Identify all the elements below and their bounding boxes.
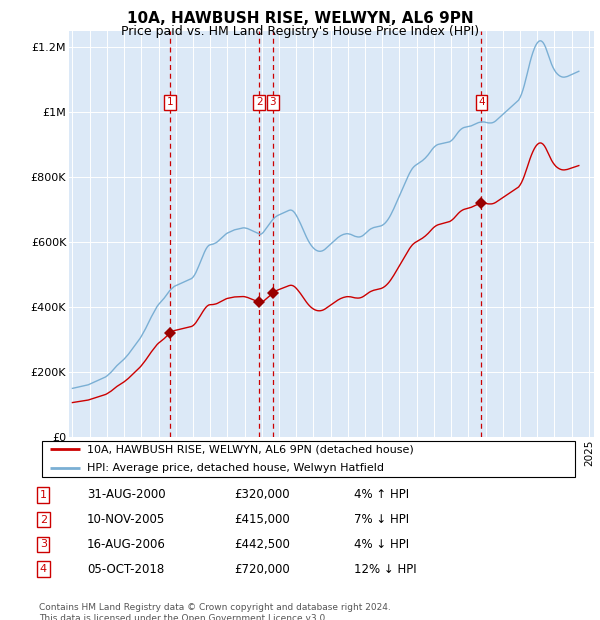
Text: 3: 3 (40, 539, 47, 549)
Text: 2: 2 (40, 515, 47, 525)
Text: £442,500: £442,500 (234, 538, 290, 551)
Text: 4% ↓ HPI: 4% ↓ HPI (354, 538, 409, 551)
Text: 1: 1 (167, 97, 173, 107)
Text: 31-AUG-2000: 31-AUG-2000 (87, 489, 166, 501)
Text: Price paid vs. HM Land Registry's House Price Index (HPI): Price paid vs. HM Land Registry's House … (121, 25, 479, 38)
Text: 2: 2 (256, 97, 263, 107)
Text: £320,000: £320,000 (234, 489, 290, 501)
Text: 3: 3 (269, 97, 276, 107)
Text: 10-NOV-2005: 10-NOV-2005 (87, 513, 165, 526)
Text: 12% ↓ HPI: 12% ↓ HPI (354, 563, 416, 575)
Text: £720,000: £720,000 (234, 563, 290, 575)
Text: 4: 4 (40, 564, 47, 574)
Text: 7% ↓ HPI: 7% ↓ HPI (354, 513, 409, 526)
Text: 4% ↑ HPI: 4% ↑ HPI (354, 489, 409, 501)
Text: 10A, HAWBUSH RISE, WELWYN, AL6 9PN (detached house): 10A, HAWBUSH RISE, WELWYN, AL6 9PN (deta… (86, 445, 413, 454)
Text: HPI: Average price, detached house, Welwyn Hatfield: HPI: Average price, detached house, Welw… (86, 463, 383, 472)
Text: 4: 4 (478, 97, 485, 107)
FancyBboxPatch shape (42, 441, 575, 477)
Text: 10A, HAWBUSH RISE, WELWYN, AL6 9PN: 10A, HAWBUSH RISE, WELWYN, AL6 9PN (127, 11, 473, 26)
Text: £415,000: £415,000 (234, 513, 290, 526)
Text: Contains HM Land Registry data © Crown copyright and database right 2024.
This d: Contains HM Land Registry data © Crown c… (39, 603, 391, 620)
Text: 05-OCT-2018: 05-OCT-2018 (87, 563, 164, 575)
Text: 16-AUG-2006: 16-AUG-2006 (87, 538, 166, 551)
Text: 1: 1 (40, 490, 47, 500)
